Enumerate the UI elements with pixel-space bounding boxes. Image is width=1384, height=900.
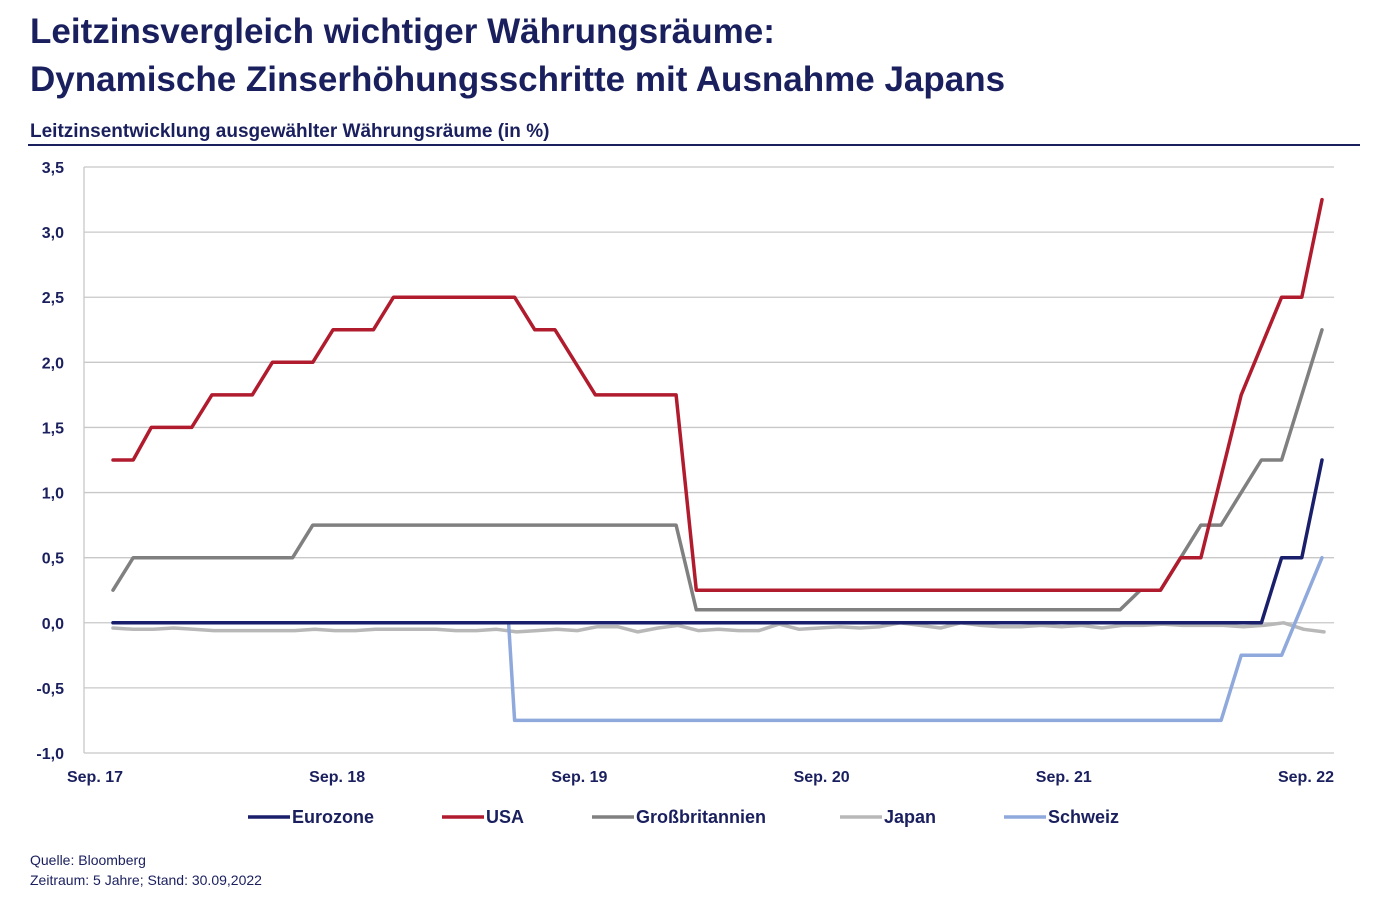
- legend-label: USA: [486, 807, 524, 827]
- x-tick-label: Sep. 22: [1278, 769, 1334, 786]
- series-line-usa: [111, 197, 1324, 592]
- series-line-japan: [111, 621, 1326, 634]
- legend-label: Japan: [884, 807, 936, 827]
- series-line-eurozone: [111, 458, 1324, 625]
- chart-subtitle: Leitzinsentwicklung ausgewählter Währung…: [30, 121, 550, 142]
- series-line-grobritannien: [111, 328, 1324, 612]
- title-line-1: Leitzinsvergleich wichtiger Währungsräum…: [30, 12, 775, 51]
- y-tick-label: 2,5: [42, 290, 64, 307]
- y-tick-label: 0,0: [42, 616, 64, 633]
- legend-label: Schweiz: [1048, 807, 1119, 827]
- grid-lines: [84, 166, 1334, 754]
- y-axis: 3,5 3,0 2,5 2,0 1,5 1,0 0,5 0,0 -0,5 -1,0: [36, 160, 85, 763]
- x-tick-label: Sep. 19: [551, 769, 607, 786]
- y-tick-label: -0,5: [36, 681, 64, 698]
- series-group: [111, 197, 1326, 723]
- x-tick-label: Sep. 18: [309, 769, 365, 786]
- y-tick-label: -1,0: [36, 746, 64, 763]
- legend: Eurozone USA Großbritannien Japan Schweiz: [248, 807, 1119, 827]
- x-tick-label: Sep. 20: [794, 769, 850, 786]
- y-tick-label: 3,5: [42, 160, 64, 177]
- legend-label: Eurozone: [292, 807, 374, 827]
- y-tick-label: 3,0: [42, 225, 64, 242]
- y-tick-label: 2,0: [42, 355, 64, 372]
- series-line-schweiz: [111, 555, 1324, 723]
- period-note: Zeitraum: 5 Jahre; Stand: 30.09,2022: [30, 872, 262, 888]
- x-tick-label: Sep. 17: [67, 769, 123, 786]
- legend-label: Großbritannien: [636, 807, 766, 827]
- page-title: Leitzinsvergleich wichtiger Währungsräum…: [30, 8, 1005, 104]
- y-tick-label: 1,0: [42, 486, 64, 503]
- title-line-2: Dynamische Zinserhöhungsschritte mit Aus…: [30, 60, 1006, 99]
- x-tick-label: Sep. 21: [1036, 769, 1092, 786]
- x-axis: Sep. 17 Sep. 18 Sep. 19 Sep. 20 Sep. 21 Sep. …: [67, 769, 1334, 786]
- y-tick-label: 0,5: [42, 551, 64, 568]
- y-tick-label: 1,5: [42, 420, 64, 437]
- source-note: Quelle: Bloomberg: [30, 852, 146, 868]
- header-divider: [28, 144, 1360, 146]
